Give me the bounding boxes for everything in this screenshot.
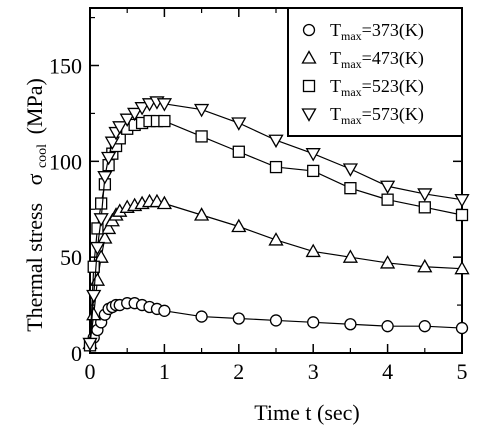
- data-point: [97, 230, 113, 244]
- data-point: [93, 249, 109, 263]
- data-point: [158, 304, 171, 317]
- data-point: [417, 188, 433, 202]
- legend-label: Tmax=473(K): [330, 48, 424, 71]
- data-point: [344, 182, 357, 195]
- y-axis-label-sigma: σ: [22, 173, 47, 185]
- legend-label: Tmax=373(K): [330, 20, 424, 43]
- data-point: [82, 337, 98, 352]
- data-point: [195, 130, 208, 143]
- data-point: [232, 312, 245, 325]
- data-point: [97, 171, 113, 185]
- legend-label: Tmax=573(K): [330, 104, 424, 127]
- data-point: [268, 232, 284, 246]
- data-point: [127, 107, 143, 122]
- data-point: [112, 121, 128, 135]
- y-tick-label: 100: [49, 149, 82, 174]
- data-point: [268, 134, 284, 149]
- x-axis-label: Time t (sec): [254, 400, 360, 425]
- data-point: [342, 163, 359, 177]
- data-point: [86, 306, 102, 321]
- data-point: [454, 260, 470, 275]
- data-point: [455, 208, 469, 222]
- data-point: [418, 320, 431, 333]
- x-tick-label: 4: [382, 359, 393, 384]
- data-point: [119, 113, 135, 127]
- data-point: [100, 151, 117, 166]
- data-point: [193, 103, 210, 118]
- legend-marker: [302, 79, 316, 93]
- y-tick-label: 50: [60, 245, 82, 270]
- data-point: [100, 220, 117, 235]
- data-point: [95, 197, 108, 210]
- legend-entry: Tmax=373(K): [302, 20, 424, 43]
- legend-entry: Tmax=473(K): [301, 48, 424, 71]
- legend: Tmax=373(K) Tmax=473(K) Tmax=523(K) Tmax=57…: [287, 7, 463, 137]
- data-point: [231, 218, 247, 233]
- series-layer: [82, 96, 470, 352]
- y-axis-label-sub: cool: [35, 144, 50, 168]
- legend-entry: Tmax=523(K): [302, 76, 424, 99]
- data-point: [344, 318, 357, 331]
- data-point: [454, 194, 470, 208]
- data-point: [86, 289, 102, 304]
- y-tick-label: 150: [49, 54, 82, 79]
- x-tick-label: 5: [457, 359, 468, 384]
- legend-marker: [301, 108, 317, 122]
- legend-entry: Tmax=573(K): [301, 104, 424, 127]
- series-Tmax=373(K): [83, 297, 469, 352]
- data-point: [87, 260, 100, 273]
- data-point: [381, 193, 394, 206]
- svg-text:Thermal stress σ c: Thermal stress σ cool (MPa): [22, 78, 51, 332]
- data-point: [381, 320, 394, 333]
- data-point: [269, 314, 283, 327]
- x-tick-label: 3: [308, 359, 319, 384]
- x-tick-label: 2: [233, 359, 244, 384]
- data-point: [195, 310, 208, 323]
- data-point: [232, 145, 245, 158]
- data-point: [156, 195, 173, 210]
- y-axis-label-unit: (MPa): [22, 78, 47, 134]
- data-point: [307, 164, 320, 178]
- data-point: [269, 160, 283, 174]
- data-point: [89, 241, 106, 256]
- data-point: [134, 102, 150, 116]
- data-point: [231, 117, 247, 131]
- series-Tmax=573(K): [82, 96, 470, 352]
- data-point: [305, 243, 321, 258]
- data-point: [193, 207, 210, 221]
- legend-label: Tmax=523(K): [330, 76, 424, 99]
- x-tick-label: 1: [159, 359, 170, 384]
- data-point: [379, 180, 396, 195]
- data-point: [307, 316, 320, 329]
- data-point: [93, 213, 109, 227]
- y-tick-label: 0: [71, 341, 82, 366]
- data-point: [417, 258, 433, 273]
- y-axis-label: Thermal stress σ cool (MPa): [22, 78, 51, 332]
- legend-marker: [301, 50, 317, 64]
- data-point: [379, 255, 396, 269]
- legend-box: [287, 7, 463, 137]
- x-tick-label: 0: [85, 359, 96, 384]
- data-point: [455, 321, 469, 335]
- data-point: [91, 222, 104, 235]
- data-point: [104, 136, 120, 150]
- legend-marker: [302, 23, 316, 37]
- data-point: [342, 249, 359, 263]
- data-point: [158, 114, 171, 128]
- y-axis-label-main: Thermal stress: [22, 203, 47, 332]
- data-point: [418, 201, 431, 214]
- data-point: [156, 98, 173, 112]
- data-point: [305, 148, 321, 162]
